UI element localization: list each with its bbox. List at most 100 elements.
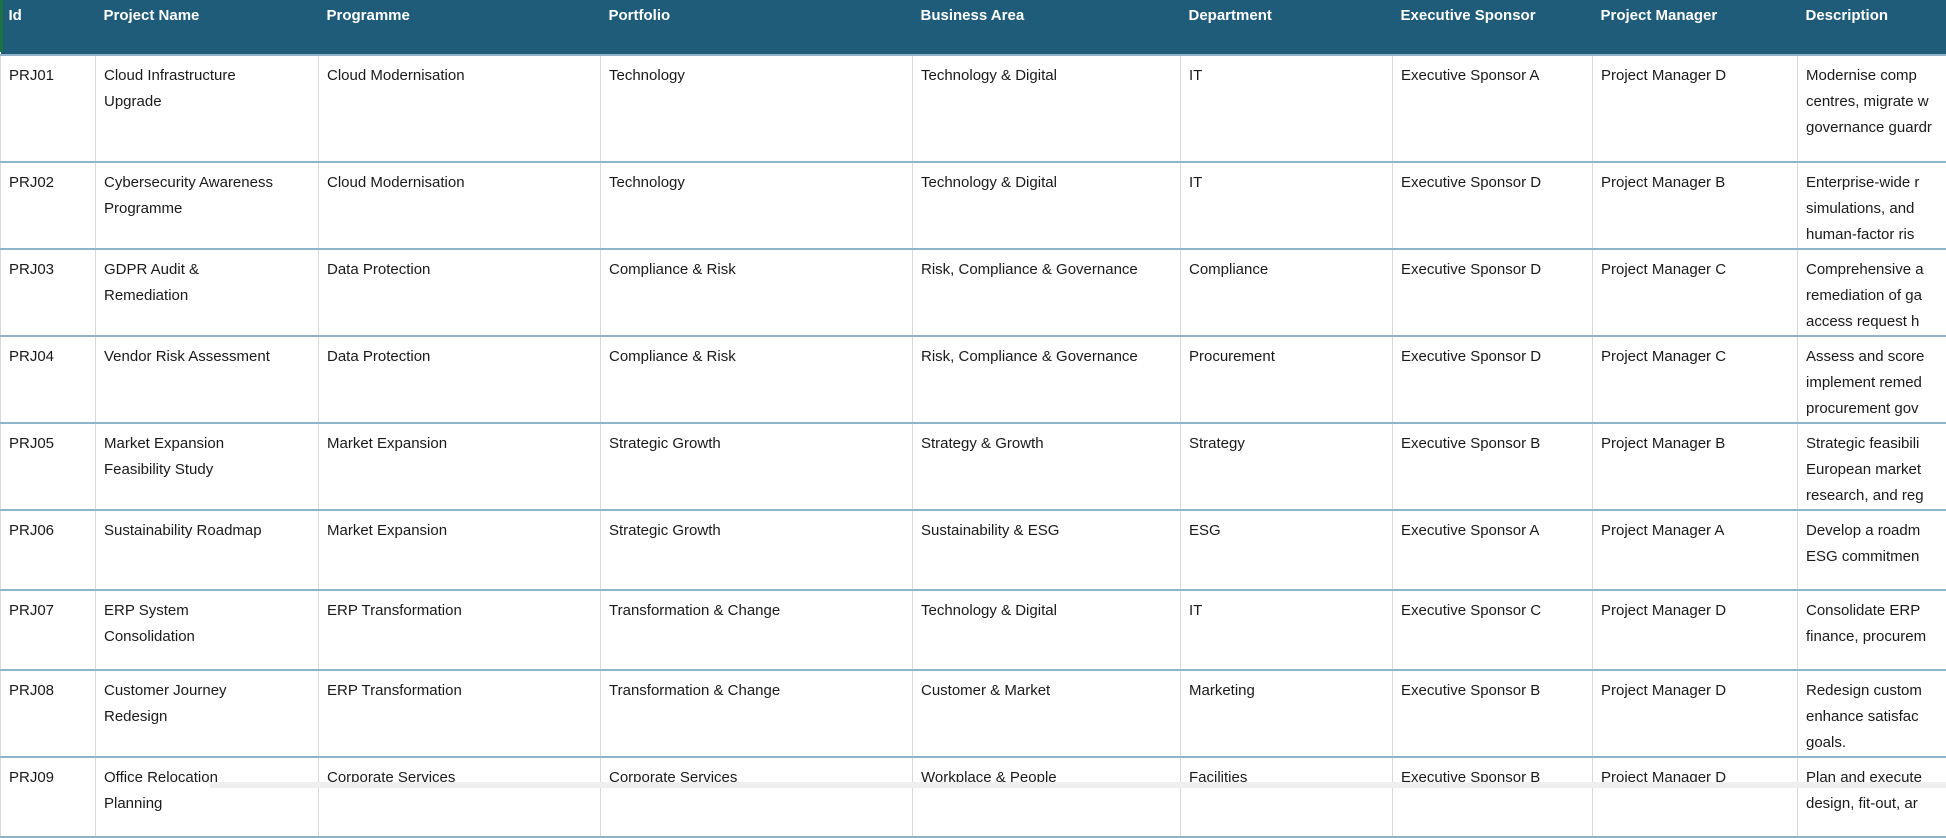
column-header-programme[interactable]: Programme	[319, 0, 601, 55]
cell-department[interactable]: IT	[1181, 162, 1393, 249]
cell-project-name[interactable]: GDPR Audit &Remediation	[96, 249, 319, 336]
cell-programme[interactable]: ERP Transformation	[319, 670, 601, 757]
column-header-project-name[interactable]: Project Name	[96, 0, 319, 55]
cell-executive-sponsor[interactable]: Executive Sponsor C	[1393, 590, 1593, 670]
cell-department[interactable]: IT	[1181, 55, 1393, 162]
cell-business-area[interactable]: Risk, Compliance & Governance	[913, 336, 1181, 423]
cell-executive-sponsor[interactable]: Executive Sponsor B	[1393, 423, 1593, 510]
cell-business-area[interactable]: Sustainability & ESG	[913, 510, 1181, 590]
cell-project-manager[interactable]: Project Manager C	[1593, 249, 1798, 336]
cell-portfolio[interactable]: Compliance & Risk	[601, 336, 913, 423]
cell-programme[interactable]: Corporate Services	[319, 757, 601, 837]
cell-id[interactable]: PRJ09	[1, 757, 96, 837]
column-header-project-manager[interactable]: Project Manager	[1593, 0, 1798, 55]
cell-text: PRJ06	[9, 522, 54, 539]
cell-programme[interactable]: Market Expansion	[319, 423, 601, 510]
cell-executive-sponsor[interactable]: Executive Sponsor B	[1393, 670, 1593, 757]
cell-portfolio[interactable]: Transformation & Change	[601, 670, 913, 757]
cell-portfolio[interactable]: Strategic Growth	[601, 510, 913, 590]
cell-department[interactable]: Strategy	[1181, 423, 1393, 510]
cell-portfolio[interactable]: Compliance & Risk	[601, 249, 913, 336]
cell-business-area[interactable]: Technology & Digital	[913, 55, 1181, 162]
cell-text: Market Expansion	[327, 435, 447, 452]
cell-department[interactable]: Compliance	[1181, 249, 1393, 336]
cell-portfolio[interactable]: Technology	[601, 55, 913, 162]
cell-id[interactable]: PRJ08	[1, 670, 96, 757]
cell-id[interactable]: PRJ02	[1, 162, 96, 249]
cell-programme[interactable]: ERP Transformation	[319, 590, 601, 670]
cell-portfolio[interactable]: Corporate Services	[601, 757, 913, 837]
cell-business-area[interactable]: Workplace & People	[913, 757, 1181, 837]
column-header-executive-sponsor[interactable]: Executive Sponsor	[1393, 0, 1593, 55]
cell-executive-sponsor[interactable]: Executive Sponsor D	[1393, 162, 1593, 249]
cell-id[interactable]: PRJ01	[1, 55, 96, 162]
cell-id[interactable]: PRJ05	[1, 423, 96, 510]
cell-executive-sponsor[interactable]: Executive Sponsor A	[1393, 55, 1593, 162]
column-header-business-area[interactable]: Business Area	[913, 0, 1181, 55]
cell-project-manager[interactable]: Project Manager D	[1593, 757, 1798, 837]
cell-project-name[interactable]: Sustainability Roadmap	[96, 510, 319, 590]
cell-department[interactable]: Marketing	[1181, 670, 1393, 757]
cell-portfolio[interactable]: Strategic Growth	[601, 423, 913, 510]
cell-text-line: Redesign	[104, 704, 310, 730]
cell-business-area[interactable]: Risk, Compliance & Governance	[913, 249, 1181, 336]
cell-programme[interactable]: Cloud Modernisation	[319, 55, 601, 162]
cell-portfolio[interactable]: Transformation & Change	[601, 590, 913, 670]
cell-department[interactable]: Facilities	[1181, 757, 1393, 837]
cell-department[interactable]: IT	[1181, 590, 1393, 670]
column-header-department[interactable]: Department	[1181, 0, 1393, 55]
cell-programme[interactable]: Data Protection	[319, 336, 601, 423]
cell-text-line: Planning	[104, 791, 310, 817]
cell-project-manager[interactable]: Project Manager C	[1593, 336, 1798, 423]
cell-business-area[interactable]: Technology & Digital	[913, 590, 1181, 670]
cell-id[interactable]: PRJ07	[1, 590, 96, 670]
cell-department[interactable]: Procurement	[1181, 336, 1393, 423]
column-header-id[interactable]: Id	[1, 0, 96, 55]
cell-id[interactable]: PRJ06	[1, 510, 96, 590]
cell-executive-sponsor[interactable]: Executive Sponsor B	[1393, 757, 1593, 837]
cell-text-line: simulations, and	[1806, 196, 1946, 222]
cell-project-manager[interactable]: Project Manager B	[1593, 162, 1798, 249]
cell-business-area[interactable]: Technology & Digital	[913, 162, 1181, 249]
cell-department[interactable]: ESG	[1181, 510, 1393, 590]
cell-programme[interactable]: Market Expansion	[319, 510, 601, 590]
cell-text: Executive Sponsor D	[1401, 348, 1541, 365]
horizontal-scrollbar[interactable]	[210, 782, 1946, 788]
cell-project-manager[interactable]: Project Manager A	[1593, 510, 1798, 590]
cell-project-manager[interactable]: Project Manager B	[1593, 423, 1798, 510]
cell-id[interactable]: PRJ03	[1, 249, 96, 336]
cell-executive-sponsor[interactable]: Executive Sponsor D	[1393, 336, 1593, 423]
cell-portfolio[interactable]: Technology	[601, 162, 913, 249]
cell-project-manager[interactable]: Project Manager D	[1593, 670, 1798, 757]
cell-programme[interactable]: Data Protection	[319, 249, 601, 336]
cell-business-area[interactable]: Customer & Market	[913, 670, 1181, 757]
column-header-portfolio[interactable]: Portfolio	[601, 0, 913, 55]
cell-project-manager[interactable]: Project Manager D	[1593, 55, 1798, 162]
cell-executive-sponsor[interactable]: Executive Sponsor A	[1393, 510, 1593, 590]
column-header-description[interactable]: Description	[1798, 0, 1946, 55]
cell-executive-sponsor[interactable]: Executive Sponsor D	[1393, 249, 1593, 336]
cell-project-manager[interactable]: Project Manager D	[1593, 590, 1798, 670]
cell-id[interactable]: PRJ04	[1, 336, 96, 423]
cell-project-name[interactable]: Vendor Risk Assessment	[96, 336, 319, 423]
cell-programme[interactable]: Cloud Modernisation	[319, 162, 601, 249]
cell-text: Executive Sponsor A	[1401, 67, 1539, 84]
cell-business-area[interactable]: Strategy & Growth	[913, 423, 1181, 510]
